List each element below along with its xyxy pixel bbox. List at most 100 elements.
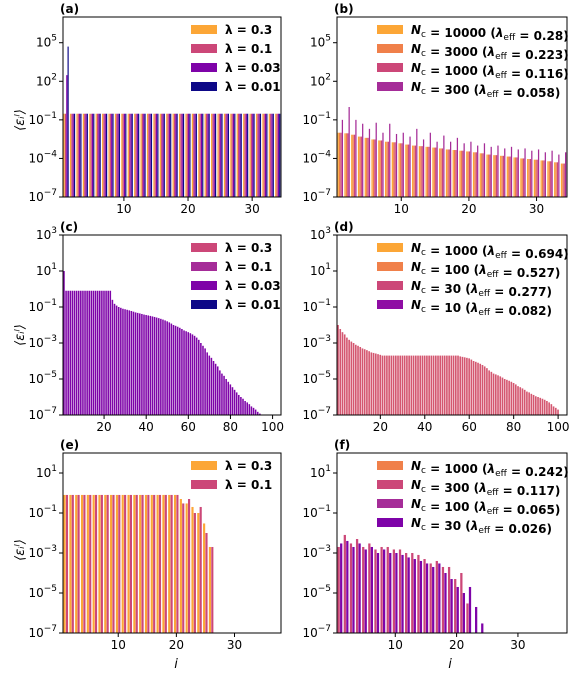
bar <box>193 513 196 633</box>
bar <box>185 113 187 197</box>
bar <box>223 375 225 415</box>
legend-label: λ = 0.3 <box>225 459 272 473</box>
y-tick-label: 10−1 <box>28 298 57 314</box>
y-tick-label: 10−3 <box>28 544 57 560</box>
bar <box>481 623 484 633</box>
plot-frame <box>62 452 282 634</box>
bar <box>499 155 502 197</box>
bar <box>351 134 353 197</box>
x-tick-label: 30 <box>510 638 525 652</box>
bar <box>103 113 105 197</box>
bar <box>252 407 255 415</box>
bar <box>134 312 137 415</box>
bar <box>128 310 131 415</box>
bar <box>541 398 544 415</box>
bar <box>255 113 258 197</box>
bar <box>344 133 346 197</box>
bar <box>65 290 67 415</box>
legend-label: Nc = 300 (λeff = 0.117) <box>411 478 560 498</box>
chart-panel-f: 101 10−1 10−3 10−5 10−7 10 20 30 (f) Nc = 1000 (λ… <box>302 438 568 652</box>
bar <box>202 113 204 197</box>
y-tick-label: 10−4 <box>302 149 331 165</box>
x-tick-label: 80 <box>223 420 238 434</box>
bar <box>204 113 206 197</box>
bar <box>133 494 136 633</box>
bar <box>182 113 185 197</box>
bar <box>197 339 200 415</box>
bar <box>199 506 202 633</box>
bar <box>364 549 367 633</box>
x-tick-label: 100 <box>261 420 284 434</box>
bar <box>149 315 152 415</box>
bar <box>214 113 217 197</box>
bar <box>460 573 463 633</box>
bar <box>88 290 91 415</box>
legend-swatch <box>191 25 217 34</box>
bar <box>80 113 82 197</box>
bar <box>481 364 484 415</box>
bar <box>200 343 202 415</box>
bar <box>523 389 526 415</box>
bar <box>362 123 364 197</box>
bar <box>259 413 261 415</box>
bar <box>395 553 398 633</box>
bar <box>429 132 431 197</box>
y-tick-label: 103 <box>310 226 331 242</box>
bar <box>153 113 155 197</box>
bar <box>395 133 398 197</box>
bar <box>506 156 508 197</box>
bar <box>155 113 158 197</box>
bar <box>499 376 502 415</box>
bar <box>106 494 109 633</box>
bar <box>546 400 548 415</box>
bar <box>219 370 221 415</box>
bar <box>141 113 144 197</box>
bar <box>506 379 508 415</box>
panel-label: (b) <box>334 2 354 16</box>
bar <box>146 113 149 197</box>
bar <box>94 494 98 633</box>
bar <box>448 355 450 415</box>
bar <box>109 113 111 197</box>
bar <box>527 159 529 197</box>
legend-label: λ = 0.03 <box>225 279 281 293</box>
bar <box>501 377 504 415</box>
bar <box>418 146 421 197</box>
bar <box>191 334 194 415</box>
bar <box>63 494 66 633</box>
bar <box>164 320 166 415</box>
bar <box>423 355 426 415</box>
bar <box>414 145 417 197</box>
bar <box>417 355 419 415</box>
bar <box>462 150 464 197</box>
bar <box>428 355 430 415</box>
bar <box>96 290 99 415</box>
bar <box>205 533 208 633</box>
bar <box>519 387 522 415</box>
bar <box>422 139 425 197</box>
bar <box>380 546 383 633</box>
bar <box>372 352 375 415</box>
bar <box>406 144 408 197</box>
y-tick-label: 101 <box>36 262 57 278</box>
bar <box>426 146 429 197</box>
bar <box>205 113 208 197</box>
x-tick-label: 100 <box>547 420 570 434</box>
bar <box>412 145 414 197</box>
bar <box>550 161 552 197</box>
bar <box>533 159 536 197</box>
bar <box>552 406 555 415</box>
bar <box>472 152 475 197</box>
bar <box>537 397 539 415</box>
bar <box>554 162 556 197</box>
bar <box>120 307 122 415</box>
bar <box>432 566 435 633</box>
bar <box>89 113 91 197</box>
bar <box>173 113 176 197</box>
bar <box>434 355 437 415</box>
x-tick-label: 30 <box>529 202 544 216</box>
bar <box>345 133 348 197</box>
bar <box>391 142 393 197</box>
bar <box>77 113 79 197</box>
bar <box>214 363 217 415</box>
